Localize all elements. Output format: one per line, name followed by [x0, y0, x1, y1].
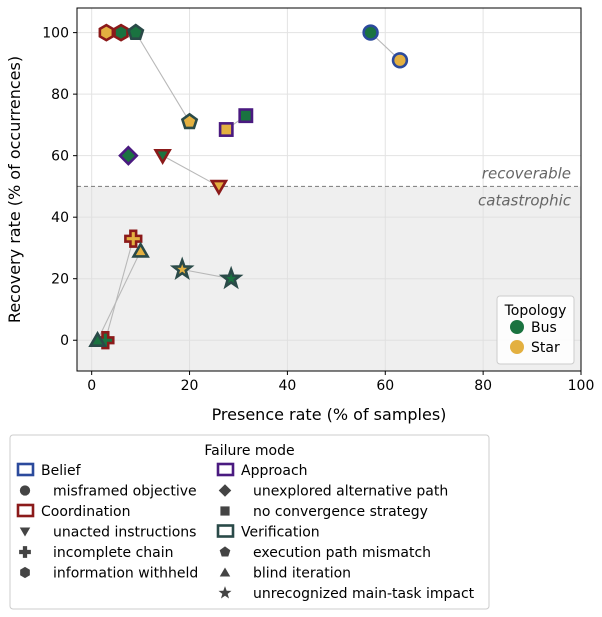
mode-swatch-star — [218, 586, 232, 599]
mode-swatch-square — [220, 506, 230, 516]
point-triangle-down — [209, 179, 229, 196]
mode-swatch-pentagon — [219, 546, 231, 557]
x-tick-label: 0 — [87, 378, 96, 394]
topology-label-bus: Bus — [531, 320, 557, 336]
x-tick-label: 20 — [181, 378, 199, 394]
point-triangle-up — [131, 241, 150, 258]
category-label: Verification — [241, 525, 320, 541]
category-label: Approach — [241, 463, 308, 479]
axes: 0 20 40 60 80 100 0 20 40 60 80 100 Presence rate (%… — [5, 7, 595, 424]
connection-line — [162, 155, 220, 187]
point-plus — [124, 229, 143, 248]
x-tick-label: 40 — [278, 378, 296, 394]
point-pentagon — [180, 112, 199, 130]
point-diamond — [118, 145, 139, 166]
mode-label: blind iteration — [253, 566, 351, 582]
catastrophic-label: catastrophic — [478, 191, 572, 209]
mode-label: incomplete chain — [53, 545, 174, 561]
mode-swatch-plus — [19, 546, 31, 558]
mode-label: misframed objective — [53, 484, 197, 500]
failure-mode-legend: Failure mode Belief misframed objective Coo… — [9, 434, 490, 610]
x-tick-label: 100 — [568, 378, 595, 394]
category-swatch — [16, 503, 35, 518]
plot-frame — [76, 7, 582, 372]
mode-label: unexplored alternative path — [253, 484, 448, 500]
topology-legend-title: Topology — [504, 303, 567, 319]
y-axis-label: Recovery rate (% of occurrences) — [5, 56, 24, 323]
mode-label: information withheld — [53, 566, 198, 582]
point-pentagon — [127, 23, 145, 40]
point-star — [218, 265, 244, 290]
x-tick-label: 80 — [474, 378, 492, 394]
x-axis-label: Presence rate (% of samples) — [212, 405, 447, 424]
connection-line — [135, 32, 191, 123]
y-tick-label: 0 — [60, 333, 69, 349]
x-tick-label: 60 — [376, 378, 394, 394]
mode-label: unacted instructions — [53, 525, 196, 541]
mode-swatch-circle — [19, 485, 31, 496]
category-swatch — [216, 462, 235, 477]
y-tick-label: 20 — [51, 272, 69, 288]
connection-line — [104, 238, 134, 341]
topology-swatch-bus — [510, 320, 524, 334]
y-tick-label: 60 — [51, 149, 69, 165]
topology-label-star: Star — [531, 340, 560, 356]
y-tick-label: 100 — [42, 26, 69, 42]
mode-swatch-triangle-down — [19, 527, 31, 537]
mode-label: execution path mismatch — [253, 545, 431, 561]
point-circle — [362, 24, 379, 41]
y-tick-label: 80 — [51, 87, 69, 103]
data-points — [88, 23, 409, 350]
point-circle — [391, 52, 409, 69]
point-hexagon — [98, 23, 115, 42]
point-square — [218, 122, 234, 137]
point-triangle-down — [153, 148, 172, 166]
connection-line — [97, 250, 142, 341]
point-triangle-up — [88, 330, 107, 347]
mode-swatch-diamond — [218, 484, 232, 497]
category-label: Belief — [41, 463, 82, 479]
point-star — [169, 256, 195, 280]
failure-legend-box — [9, 434, 490, 610]
mode-swatch-hexagon — [20, 566, 30, 579]
topology-swatch-star — [510, 340, 524, 354]
mode-label: unrecognized main-task impact — [253, 586, 475, 602]
category-swatch — [216, 524, 235, 538]
recoverable-label: recoverable — [482, 164, 571, 182]
y-tick-label: 40 — [51, 210, 69, 226]
point-hexagon — [113, 23, 129, 42]
mode-label: no convergence strategy — [253, 504, 428, 520]
failure-legend-title: Failure mode — [204, 443, 294, 459]
category-swatch — [16, 462, 35, 477]
mode-swatch-triangle-up — [219, 567, 231, 577]
point-square — [238, 108, 254, 124]
category-label: Coordination — [41, 504, 130, 520]
